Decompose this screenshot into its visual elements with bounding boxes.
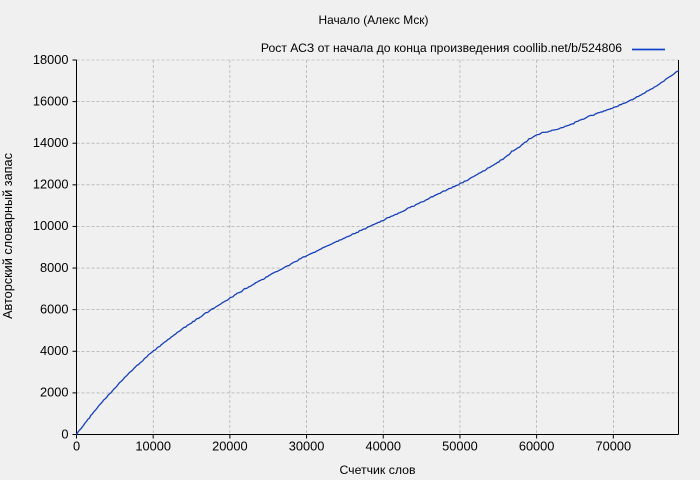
svg-text:50000: 50000	[442, 439, 478, 454]
svg-text:Начало (Алекс Мск): Начало (Алекс Мск)	[319, 13, 429, 27]
svg-text:2000: 2000	[40, 385, 68, 400]
svg-text:16000: 16000	[33, 93, 69, 108]
svg-text:30000: 30000	[289, 439, 325, 454]
svg-text:Рост АСЗ от начала до конца пр: Рост АСЗ от начала до конца произведения…	[261, 41, 622, 55]
svg-text:70000: 70000	[596, 439, 632, 454]
svg-text:10000: 10000	[135, 439, 171, 454]
svg-text:0: 0	[73, 439, 80, 454]
svg-text:12000: 12000	[33, 177, 69, 192]
svg-text:Счетчик слов: Счетчик слов	[339, 463, 415, 477]
svg-text:10000: 10000	[33, 218, 69, 233]
svg-text:6000: 6000	[40, 301, 68, 316]
svg-text:Авторский словарный запас: Авторский словарный запас	[1, 152, 15, 318]
svg-text:40000: 40000	[365, 439, 401, 454]
svg-text:4000: 4000	[40, 343, 68, 358]
svg-text:14000: 14000	[33, 135, 69, 150]
svg-text:20000: 20000	[212, 439, 248, 454]
svg-text:0: 0	[61, 426, 68, 441]
svg-text:18000: 18000	[33, 52, 69, 67]
svg-text:60000: 60000	[519, 439, 555, 454]
svg-text:8000: 8000	[40, 260, 68, 275]
